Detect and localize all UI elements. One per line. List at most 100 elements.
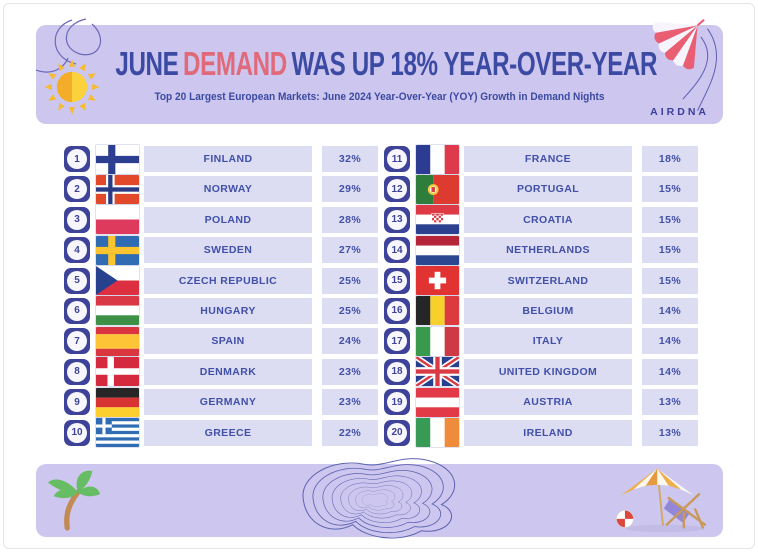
market-row: 6 HUNGARY 25%	[64, 296, 378, 326]
growth-value: 15%	[642, 176, 698, 203]
growth-value: 15%	[642, 267, 698, 294]
rank-number: 19	[387, 392, 407, 413]
rank-badge: 19	[384, 389, 410, 416]
country-name: AUSTRIA	[464, 389, 632, 416]
growth-value: 15%	[642, 206, 698, 233]
flag-icon-croatia	[416, 205, 459, 235]
country-name: CROATIA	[464, 206, 632, 233]
rank-number: 4	[67, 240, 87, 261]
rank-number: 6	[67, 300, 87, 321]
rank-number: 9	[67, 392, 87, 413]
country-name: NETHERLANDS	[464, 237, 632, 264]
rank-badge: 11	[384, 146, 410, 172]
growth-value: 23%	[322, 358, 378, 385]
growth-value: 14%	[642, 358, 698, 385]
growth-value: 25%	[322, 297, 378, 324]
rank-badge: 3	[64, 206, 90, 233]
page-subtitle: Top 20 Largest European Markets: June 20…	[154, 91, 605, 103]
rank-badge: 9	[64, 389, 90, 416]
rank-badge: 7	[64, 328, 90, 355]
flag-icon-france	[416, 144, 459, 174]
rank-badge: 2	[64, 176, 90, 203]
right-column: 11 FRANCE 18% 12 PORTUGAL 15% 13 CROATIA 15% 14 NE…	[384, 144, 698, 448]
growth-value: 22%	[322, 419, 378, 446]
growth-value: 32%	[322, 146, 378, 172]
rank-badge: 13	[384, 206, 410, 233]
growth-value: 14%	[642, 297, 698, 324]
rank-number: 17	[387, 331, 407, 352]
rank-number: 14	[387, 240, 407, 261]
market-row: 9 GERMANY 23%	[64, 387, 378, 417]
flag-icon-switzerland	[416, 266, 459, 296]
country-name: IRELAND	[464, 419, 632, 446]
page-title: JUNE DEMAND WAS UP 18% YEAR-OVER-YEAR	[36, 45, 723, 83]
rank-number: 15	[387, 270, 407, 291]
market-row: 12 PORTUGAL 15%	[384, 174, 698, 204]
market-row: 2 NORWAY 29%	[64, 174, 378, 204]
market-row: 11 FRANCE 18%	[384, 144, 698, 174]
rank-badge: 10	[64, 419, 90, 446]
rank-badge: 5	[64, 267, 90, 294]
country-name: HUNGARY	[144, 297, 312, 324]
country-name: ITALY	[464, 328, 632, 355]
flag-icon-portugal	[416, 174, 459, 204]
market-row: 19 AUSTRIA 13%	[384, 387, 698, 417]
market-row: 13 CROATIA 15%	[384, 205, 698, 235]
rank-badge: 20	[384, 419, 410, 446]
country-name: BELGIUM	[464, 297, 632, 324]
market-row: 14 NETHERLANDS 15%	[384, 235, 698, 265]
country-name: DENMARK	[144, 358, 312, 385]
flag-icon-czech-republic	[96, 266, 139, 296]
market-row: 20 IRELAND 13%	[384, 418, 698, 448]
flag-icon-italy	[416, 326, 459, 356]
growth-value: 27%	[322, 237, 378, 264]
country-name: PORTUGAL	[464, 176, 632, 203]
growth-value: 25%	[322, 267, 378, 294]
growth-value: 24%	[322, 328, 378, 355]
rank-badge: 6	[64, 297, 90, 324]
rank-badge: 17	[384, 328, 410, 355]
country-name: FINLAND	[144, 146, 312, 172]
market-row: 15 SWITZERLAND 15%	[384, 266, 698, 296]
country-name: NORWAY	[144, 176, 312, 203]
growth-value: 13%	[642, 389, 698, 416]
rank-number: 5	[67, 270, 87, 291]
market-row: 16 BELGIUM 14%	[384, 296, 698, 326]
title-june: JUNE	[115, 45, 179, 83]
title-demand: DEMAND	[183, 45, 287, 83]
market-row: 10 GREECE 22%	[64, 418, 378, 448]
rank-number: 3	[67, 209, 87, 230]
flag-icon-belgium	[416, 296, 459, 326]
flag-icon-finland	[96, 144, 139, 174]
growth-value: 13%	[642, 419, 698, 446]
country-name: GREECE	[144, 419, 312, 446]
rank-number: 8	[67, 361, 87, 382]
growth-value: 18%	[642, 146, 698, 172]
rank-number: 7	[67, 331, 87, 352]
flag-icon-hungary	[96, 296, 139, 326]
growth-value: 28%	[322, 206, 378, 233]
rank-number: 18	[387, 361, 407, 382]
growth-value: 14%	[642, 328, 698, 355]
rank-badge: 8	[64, 358, 90, 385]
header-banner: JUNE DEMAND WAS UP 18% YEAR-OVER-YEAR Top …	[36, 25, 723, 124]
rank-badge: 18	[384, 358, 410, 385]
growth-value: 29%	[322, 176, 378, 203]
flag-icon-denmark	[96, 357, 139, 387]
flag-icon-poland	[96, 205, 139, 235]
country-name: SPAIN	[144, 328, 312, 355]
market-row: 5 CZECH REPUBLIC 25%	[64, 266, 378, 296]
market-row: 8 DENMARK 23%	[64, 357, 378, 387]
rank-badge: 16	[384, 297, 410, 324]
rank-number: 1	[67, 149, 87, 169]
market-row: 17 ITALY 14%	[384, 326, 698, 356]
flag-icon-netherlands	[416, 235, 459, 265]
rank-number: 11	[387, 149, 407, 169]
rank-badge: 1	[64, 146, 90, 172]
flag-icon-united-kingdom	[416, 357, 459, 387]
rank-number: 12	[387, 179, 407, 200]
market-row: 18 UNITED KINGDOM 14%	[384, 357, 698, 387]
country-name: CZECH REPUBLIC	[144, 267, 312, 294]
country-name: UNITED KINGDOM	[464, 358, 632, 385]
rank-number: 20	[387, 422, 407, 443]
